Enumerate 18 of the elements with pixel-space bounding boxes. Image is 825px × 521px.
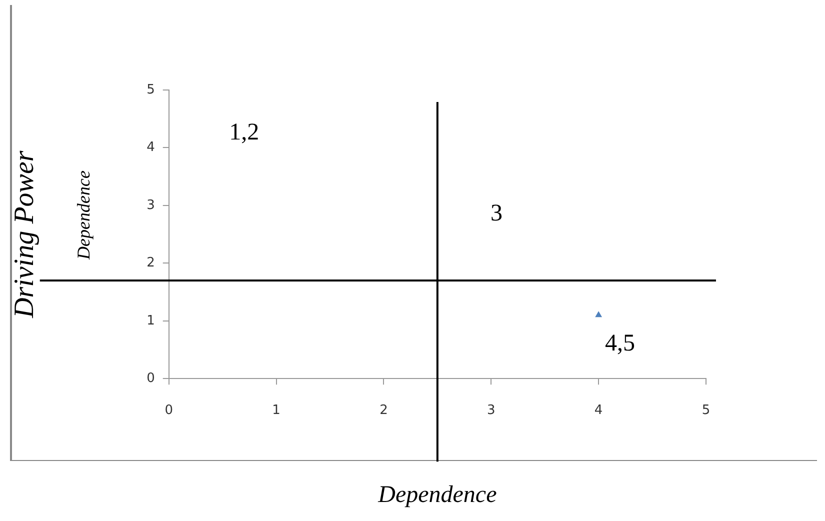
x-tick-label: 5	[702, 402, 710, 418]
y-tick-label: 5	[146, 82, 155, 98]
y-tick-label: 0	[146, 370, 155, 386]
x-tick-label: 3	[487, 402, 496, 418]
annotation: 1,2	[229, 120, 260, 146]
y-tick-label: 1	[146, 313, 155, 328]
y-tick-label: 3	[146, 198, 155, 213]
text: Dependence	[74, 170, 94, 260]
y-axis-title: Driving Power	[9, 150, 40, 319]
x-axis-title: Dependence	[377, 482, 498, 508]
x-tick-label: 4	[594, 402, 603, 418]
annotation: 4,5	[605, 330, 636, 356]
y-tick-label: 2	[146, 256, 155, 271]
x-tick-label: 1	[272, 402, 280, 418]
x-tick-label: 2	[380, 402, 388, 418]
y-tick-label: 4	[146, 140, 155, 156]
x-tick-label: 0	[164, 402, 174, 418]
annotation: 3	[490, 200, 503, 226]
